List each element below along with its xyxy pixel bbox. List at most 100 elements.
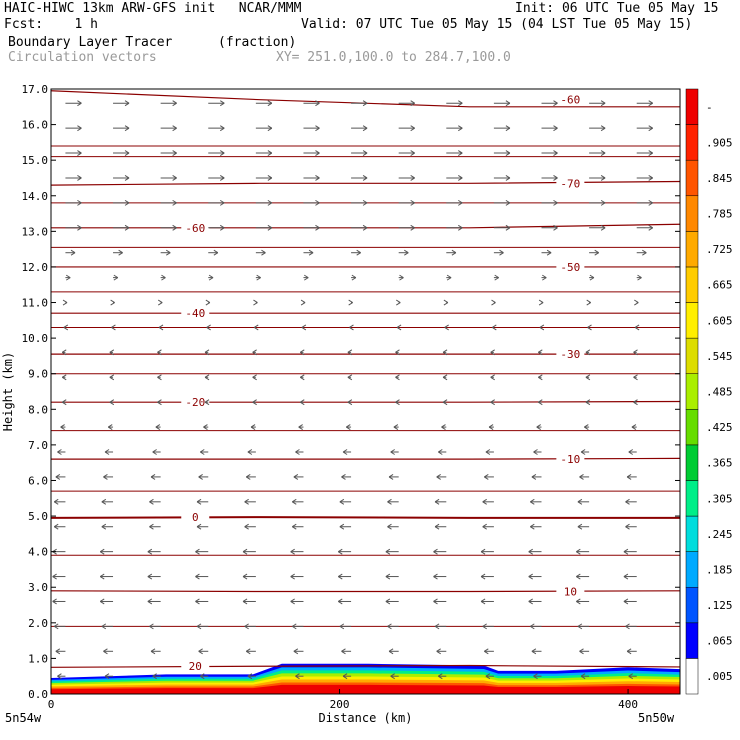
- vector-head-22-6: [341, 648, 346, 655]
- vector-head-20-7: [385, 598, 391, 605]
- vector-head-19-2: [147, 573, 153, 580]
- vector-head-0-4: [267, 100, 273, 107]
- vector-head-9-4: [253, 324, 259, 331]
- vector-head-22-9: [484, 648, 489, 655]
- vector-head-17-1: [101, 523, 107, 530]
- vector-head-6-3: [213, 249, 219, 256]
- vector-head-6-9: [499, 249, 504, 256]
- y-tick-label-7: 7.0: [28, 439, 48, 452]
- vector-head-8-8: [443, 299, 449, 306]
- colorbar-label-8: .485: [706, 386, 733, 399]
- colorbar-label-7: .425: [706, 421, 733, 434]
- vector-head-13-7: [393, 424, 399, 431]
- vector-head-4-6: [362, 199, 368, 206]
- vector-head-13-11: [584, 424, 589, 431]
- vector-head-22-1: [103, 648, 108, 655]
- vector-head-5-7: [410, 224, 415, 231]
- vector-head-22-2: [150, 648, 156, 655]
- x-tick-label-1: 200: [330, 698, 350, 711]
- vector-head-23-1: [104, 673, 110, 680]
- colorbar-swatch-16: [685, 88, 699, 125]
- vector-head-4-8: [458, 199, 463, 206]
- vector-head-17-10: [530, 523, 535, 530]
- vector-head-2-1: [124, 150, 130, 156]
- vector-head-0-1: [124, 100, 130, 107]
- vector-head-3-7: [410, 175, 415, 181]
- vector-head-23-3: [199, 673, 205, 680]
- vector-head-0-12: [648, 100, 653, 107]
- vector-head-2-7: [410, 150, 415, 156]
- y-tick-label-15: 15.0: [22, 154, 49, 167]
- vector-head-1-2: [172, 125, 177, 132]
- vector-head-20-3: [195, 598, 200, 605]
- vector-head-1-0: [77, 125, 82, 132]
- vector-head-4-2: [172, 199, 177, 206]
- vector-head-21-11: [577, 623, 583, 630]
- vector-head-8-2: [157, 299, 163, 306]
- y-tick-label-13: 13.0: [22, 225, 49, 238]
- contour-label-9: -70: [560, 177, 580, 190]
- vector-head-22-8: [436, 648, 441, 655]
- y-tick-label-12: 12.0: [22, 261, 49, 274]
- vector-head-19-8: [433, 573, 438, 580]
- vector-head-11-7: [395, 374, 400, 381]
- vector-head-12-8: [442, 399, 448, 406]
- vector-head-21-4: [244, 623, 249, 630]
- vector-head-13-1: [107, 424, 113, 431]
- vector-head-10-0: [61, 349, 67, 356]
- vector-head-20-8: [433, 598, 438, 605]
- y-axis-title: Height (km): [1, 352, 15, 431]
- vector-head-8-1: [110, 299, 115, 306]
- vector-head-10-4: [252, 349, 257, 356]
- y-tick-label-9: 9.0: [28, 368, 48, 381]
- contour-line-4: [51, 400, 681, 403]
- vector-head-19-5: [290, 573, 295, 580]
- vector-head-9-3: [206, 324, 211, 331]
- vector-head-9-1: [111, 324, 116, 331]
- vector-head-7-9: [494, 274, 499, 281]
- colorbar-label-16: -: [706, 101, 713, 114]
- vector-head-9-12: [634, 324, 640, 331]
- vector-head-19-10: [528, 573, 533, 580]
- vector-head-14-3: [199, 449, 205, 455]
- vector-head-3-11: [600, 175, 606, 181]
- tracer-band-7: [51, 684, 680, 694]
- vector-head-6-4: [261, 249, 266, 256]
- vector-head-1-9: [505, 125, 511, 132]
- vector-head-9-6: [349, 324, 354, 331]
- field-name: Boundary Layer Tracer: [8, 35, 173, 50]
- contour-label-bg-5: [556, 348, 585, 361]
- vector-head-7-7: [399, 274, 404, 281]
- y-tick-label-5: 5.0: [28, 510, 48, 523]
- vector-head-10-3: [204, 349, 210, 356]
- vector-head-21-6: [339, 623, 345, 630]
- vector-head-7-6: [351, 274, 357, 281]
- vector-head-13-12: [631, 424, 637, 431]
- contour-label-7: -50: [560, 261, 580, 274]
- contour-line-1: [50, 590, 681, 593]
- vector-head-18-7: [385, 548, 391, 555]
- vector-head-6-0: [70, 249, 76, 256]
- contour-label-8: -60: [185, 222, 205, 235]
- vector-head-15-11: [579, 473, 584, 480]
- vector-head-2-4: [267, 150, 273, 156]
- vector-head-7-11: [589, 274, 595, 281]
- vector-head-11-12: [633, 374, 638, 381]
- vector-head-23-6: [342, 673, 348, 680]
- vector-head-3-12: [648, 175, 653, 181]
- vector-head-15-4: [245, 473, 251, 480]
- vector-head-19-7: [385, 573, 391, 580]
- vector-head-2-12: [648, 150, 653, 156]
- vector-head-15-8: [436, 473, 441, 480]
- vector-head-15-1: [103, 473, 108, 480]
- vector-head-14-1: [104, 449, 110, 455]
- vector-head-20-4: [242, 598, 248, 605]
- vector-head-16-3: [196, 498, 202, 505]
- vectors-label: Circulation vectors: [8, 50, 157, 65]
- colorbar-swatch-12: [685, 231, 699, 268]
- vector-head-18-4: [242, 548, 248, 555]
- vector-head-18-10: [528, 548, 533, 555]
- vector-head-16-8: [434, 498, 440, 505]
- xy-label: XY= 251.0,100.0 to 284.7,100.0: [276, 50, 511, 65]
- vector-head-22-4: [245, 648, 251, 655]
